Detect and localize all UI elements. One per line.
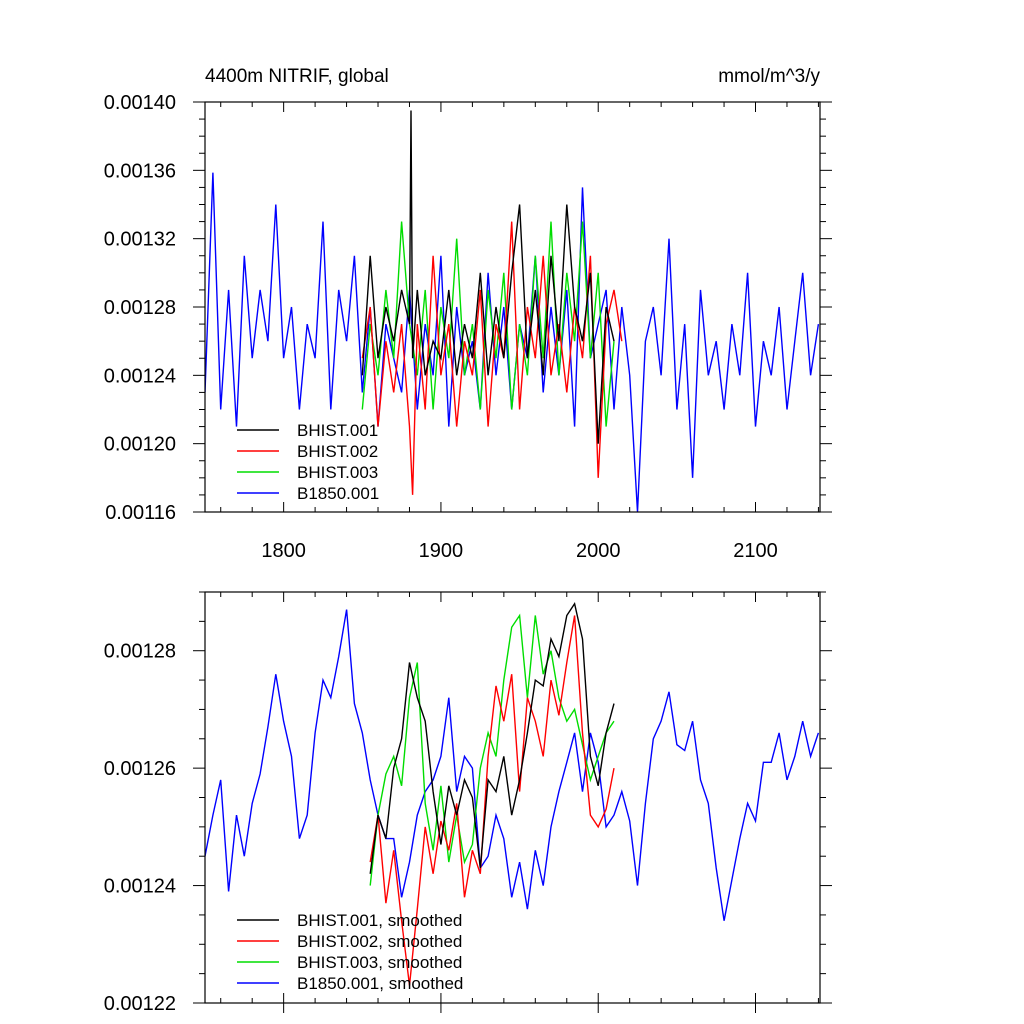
- legend-label: BHIST.002, smoothed: [297, 932, 462, 951]
- legend-label: B1850.001: [297, 484, 379, 503]
- top-chart-units: mmol/m^3/y: [718, 66, 820, 87]
- top-chart: 4400m NITRIF, global mmol/m^3/y 1800 1900…: [104, 66, 832, 562]
- y-tick-label: 0.00128: [104, 297, 176, 319]
- bottom-chart: 0.00122 0.00124 0.00126 0.00128 BHIST.001, s…: [104, 591, 832, 1015]
- legend-label: BHIST.003: [297, 463, 378, 482]
- y-tick-label: 0.00126: [104, 758, 176, 780]
- y-tick-label: 0.00140: [104, 92, 176, 114]
- top-chart-title: 4400m NITRIF, global: [205, 66, 389, 87]
- series-line: [369, 613, 615, 886]
- top-chart-plot-area: 1800 1900 2000 2100 0.00116 0.00120 0.00124 0.0…: [104, 92, 832, 562]
- bottom-chart-plot-area: 0.00122 0.00124 0.00126 0.00128 BHIST.001, s…: [104, 591, 832, 1015]
- series-line: [361, 221, 623, 495]
- x-tick-label: 1800: [261, 540, 306, 562]
- series-lines: [205, 110, 820, 512]
- legend-label: BHIST.001, smoothed: [297, 911, 462, 930]
- y-tick-label: 0.00122: [104, 993, 176, 1015]
- y-tick-label: 0.00128: [104, 641, 176, 663]
- series-line: [361, 221, 615, 427]
- series-line: [369, 615, 615, 986]
- y-tick-label: 0.00116: [105, 502, 176, 524]
- y-tick-label: 0.00124: [104, 876, 176, 898]
- series-line: [205, 609, 820, 921]
- legend-label: BHIST.002: [297, 442, 378, 461]
- series-line: [361, 110, 615, 444]
- legend-label: BHIST.001: [297, 421, 378, 440]
- legend-label: B1850.001, smoothed: [297, 974, 463, 993]
- y-tick-label: 0.00132: [104, 229, 176, 251]
- y-tick-label: 0.00124: [104, 365, 176, 387]
- y-tick-label: 0.00136: [104, 160, 176, 182]
- x-tick-label: 2000: [576, 540, 621, 562]
- series-line: [369, 601, 615, 874]
- series-lines: [205, 601, 820, 986]
- legend-label: BHIST.003, smoothed: [297, 953, 462, 972]
- y-tick-label: 0.00120: [104, 434, 176, 456]
- x-tick-label: 1900: [419, 540, 464, 562]
- x-tick-label: 2100: [733, 540, 778, 562]
